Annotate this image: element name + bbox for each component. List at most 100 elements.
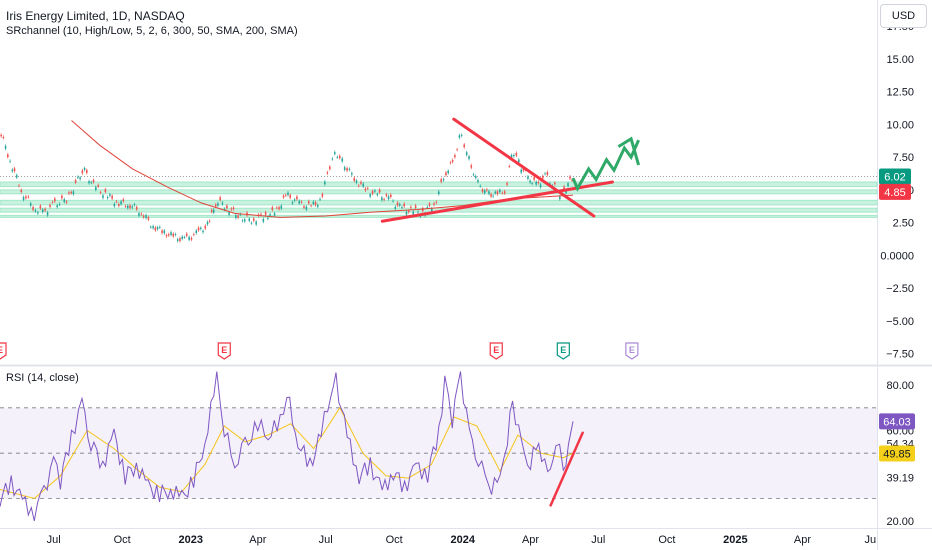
candle-body xyxy=(284,194,287,196)
price-axis-tick: 0.0000 xyxy=(880,250,914,262)
earnings-marker-4[interactable]: E xyxy=(625,342,639,360)
time-axis-tick: Jul xyxy=(47,534,61,546)
candle-body xyxy=(262,218,265,222)
candle-body xyxy=(351,173,353,175)
candle-body xyxy=(445,172,447,176)
candle-body xyxy=(458,135,461,138)
candle-body xyxy=(54,198,56,202)
candle-body xyxy=(81,170,84,174)
sr-zone-2 xyxy=(0,199,878,206)
price-axis-tick: 7.50 xyxy=(893,152,914,164)
candle-body xyxy=(385,194,388,196)
candle-body xyxy=(456,149,458,151)
candle-body xyxy=(179,238,181,242)
candle-body xyxy=(49,204,51,207)
candle-body xyxy=(37,212,39,214)
candle-body xyxy=(88,181,90,184)
candle-body xyxy=(237,215,239,218)
candle-body xyxy=(61,195,63,199)
candle-body xyxy=(303,206,305,208)
candle-body xyxy=(97,185,100,187)
candle-body xyxy=(241,220,244,222)
candle-body xyxy=(410,206,412,208)
candle-body xyxy=(343,167,346,170)
candle-body xyxy=(172,233,175,237)
candle-body xyxy=(208,220,211,222)
candle-body xyxy=(122,199,125,202)
candle-body xyxy=(392,200,394,202)
candle-body xyxy=(539,184,542,188)
earnings-marker-0[interactable]: E xyxy=(0,342,7,360)
candle-body xyxy=(287,192,289,196)
candle-body xyxy=(221,202,224,205)
time-axis-tick: Apr xyxy=(522,534,539,546)
candle-body xyxy=(83,168,86,170)
candle-body xyxy=(506,183,508,185)
time-axis-tick: Oct xyxy=(114,534,131,546)
rsi-axis-tick: 39.19 xyxy=(886,473,914,485)
rsi-legend[interactable]: RSI (14, close) xyxy=(6,372,79,384)
candle-body xyxy=(537,181,540,184)
earnings-marker-badge xyxy=(489,342,503,360)
rsi-trend-line xyxy=(549,431,584,507)
candle-body xyxy=(371,190,374,194)
candle-body xyxy=(25,196,27,199)
candle-body xyxy=(111,195,113,199)
candle-body xyxy=(472,174,475,176)
candle-body xyxy=(70,191,72,194)
candle-body xyxy=(465,152,468,155)
candle-body xyxy=(437,191,440,195)
candle-body xyxy=(204,225,207,229)
candle-body xyxy=(544,173,546,175)
candle-body xyxy=(282,195,285,198)
price-axis-tick: −5.00 xyxy=(886,316,914,328)
candle-body xyxy=(515,152,518,156)
earnings-marker-3[interactable]: E xyxy=(556,342,570,360)
candle-body xyxy=(252,218,255,221)
candle-body xyxy=(405,211,408,215)
candle-body xyxy=(86,169,88,173)
earnings-marker-2[interactable]: E xyxy=(489,342,503,360)
candle-body xyxy=(366,187,369,189)
candle-body xyxy=(140,213,143,215)
candle-body xyxy=(9,160,11,162)
candle-body xyxy=(15,175,18,178)
candle-body xyxy=(118,203,120,206)
candle-body xyxy=(554,182,556,185)
candle-body xyxy=(324,181,326,185)
candle-body xyxy=(360,181,362,184)
candle-body xyxy=(312,201,315,204)
candle-body xyxy=(316,205,319,207)
candle-body xyxy=(264,212,267,215)
trend-line-1 xyxy=(380,180,614,223)
candle-body xyxy=(289,194,292,198)
candle-body xyxy=(22,197,25,200)
candle-body xyxy=(329,166,331,170)
candle-body xyxy=(565,190,567,193)
candle-body xyxy=(11,169,14,172)
candle-body xyxy=(176,239,179,241)
candle-body xyxy=(181,236,183,239)
candle-body xyxy=(454,155,456,158)
candle-body xyxy=(378,189,381,193)
candle-body xyxy=(470,165,473,168)
candle-body xyxy=(503,191,506,194)
candle-body xyxy=(102,195,104,198)
earnings-marker-1[interactable]: E xyxy=(217,342,231,360)
price-axis-tick: −7.50 xyxy=(886,349,914,361)
candle-body xyxy=(414,205,417,208)
candle-body xyxy=(200,227,202,229)
indicator-legend[interactable]: SRchannel (10, High/Low, 5, 2, 6, 300, 5… xyxy=(6,25,298,37)
rsi-badge-text: 49.85 xyxy=(883,449,911,461)
price-badge-text: 4.85 xyxy=(884,187,905,199)
candle-body xyxy=(567,183,569,187)
candle-body xyxy=(336,157,339,158)
candle-body xyxy=(463,144,466,148)
candle-body xyxy=(479,185,482,187)
candle-body xyxy=(65,201,68,203)
currency-button[interactable]: USD xyxy=(880,4,927,28)
candle-body xyxy=(129,205,131,209)
price-badge-text: 6.02 xyxy=(884,172,905,184)
candle-body xyxy=(433,203,435,205)
